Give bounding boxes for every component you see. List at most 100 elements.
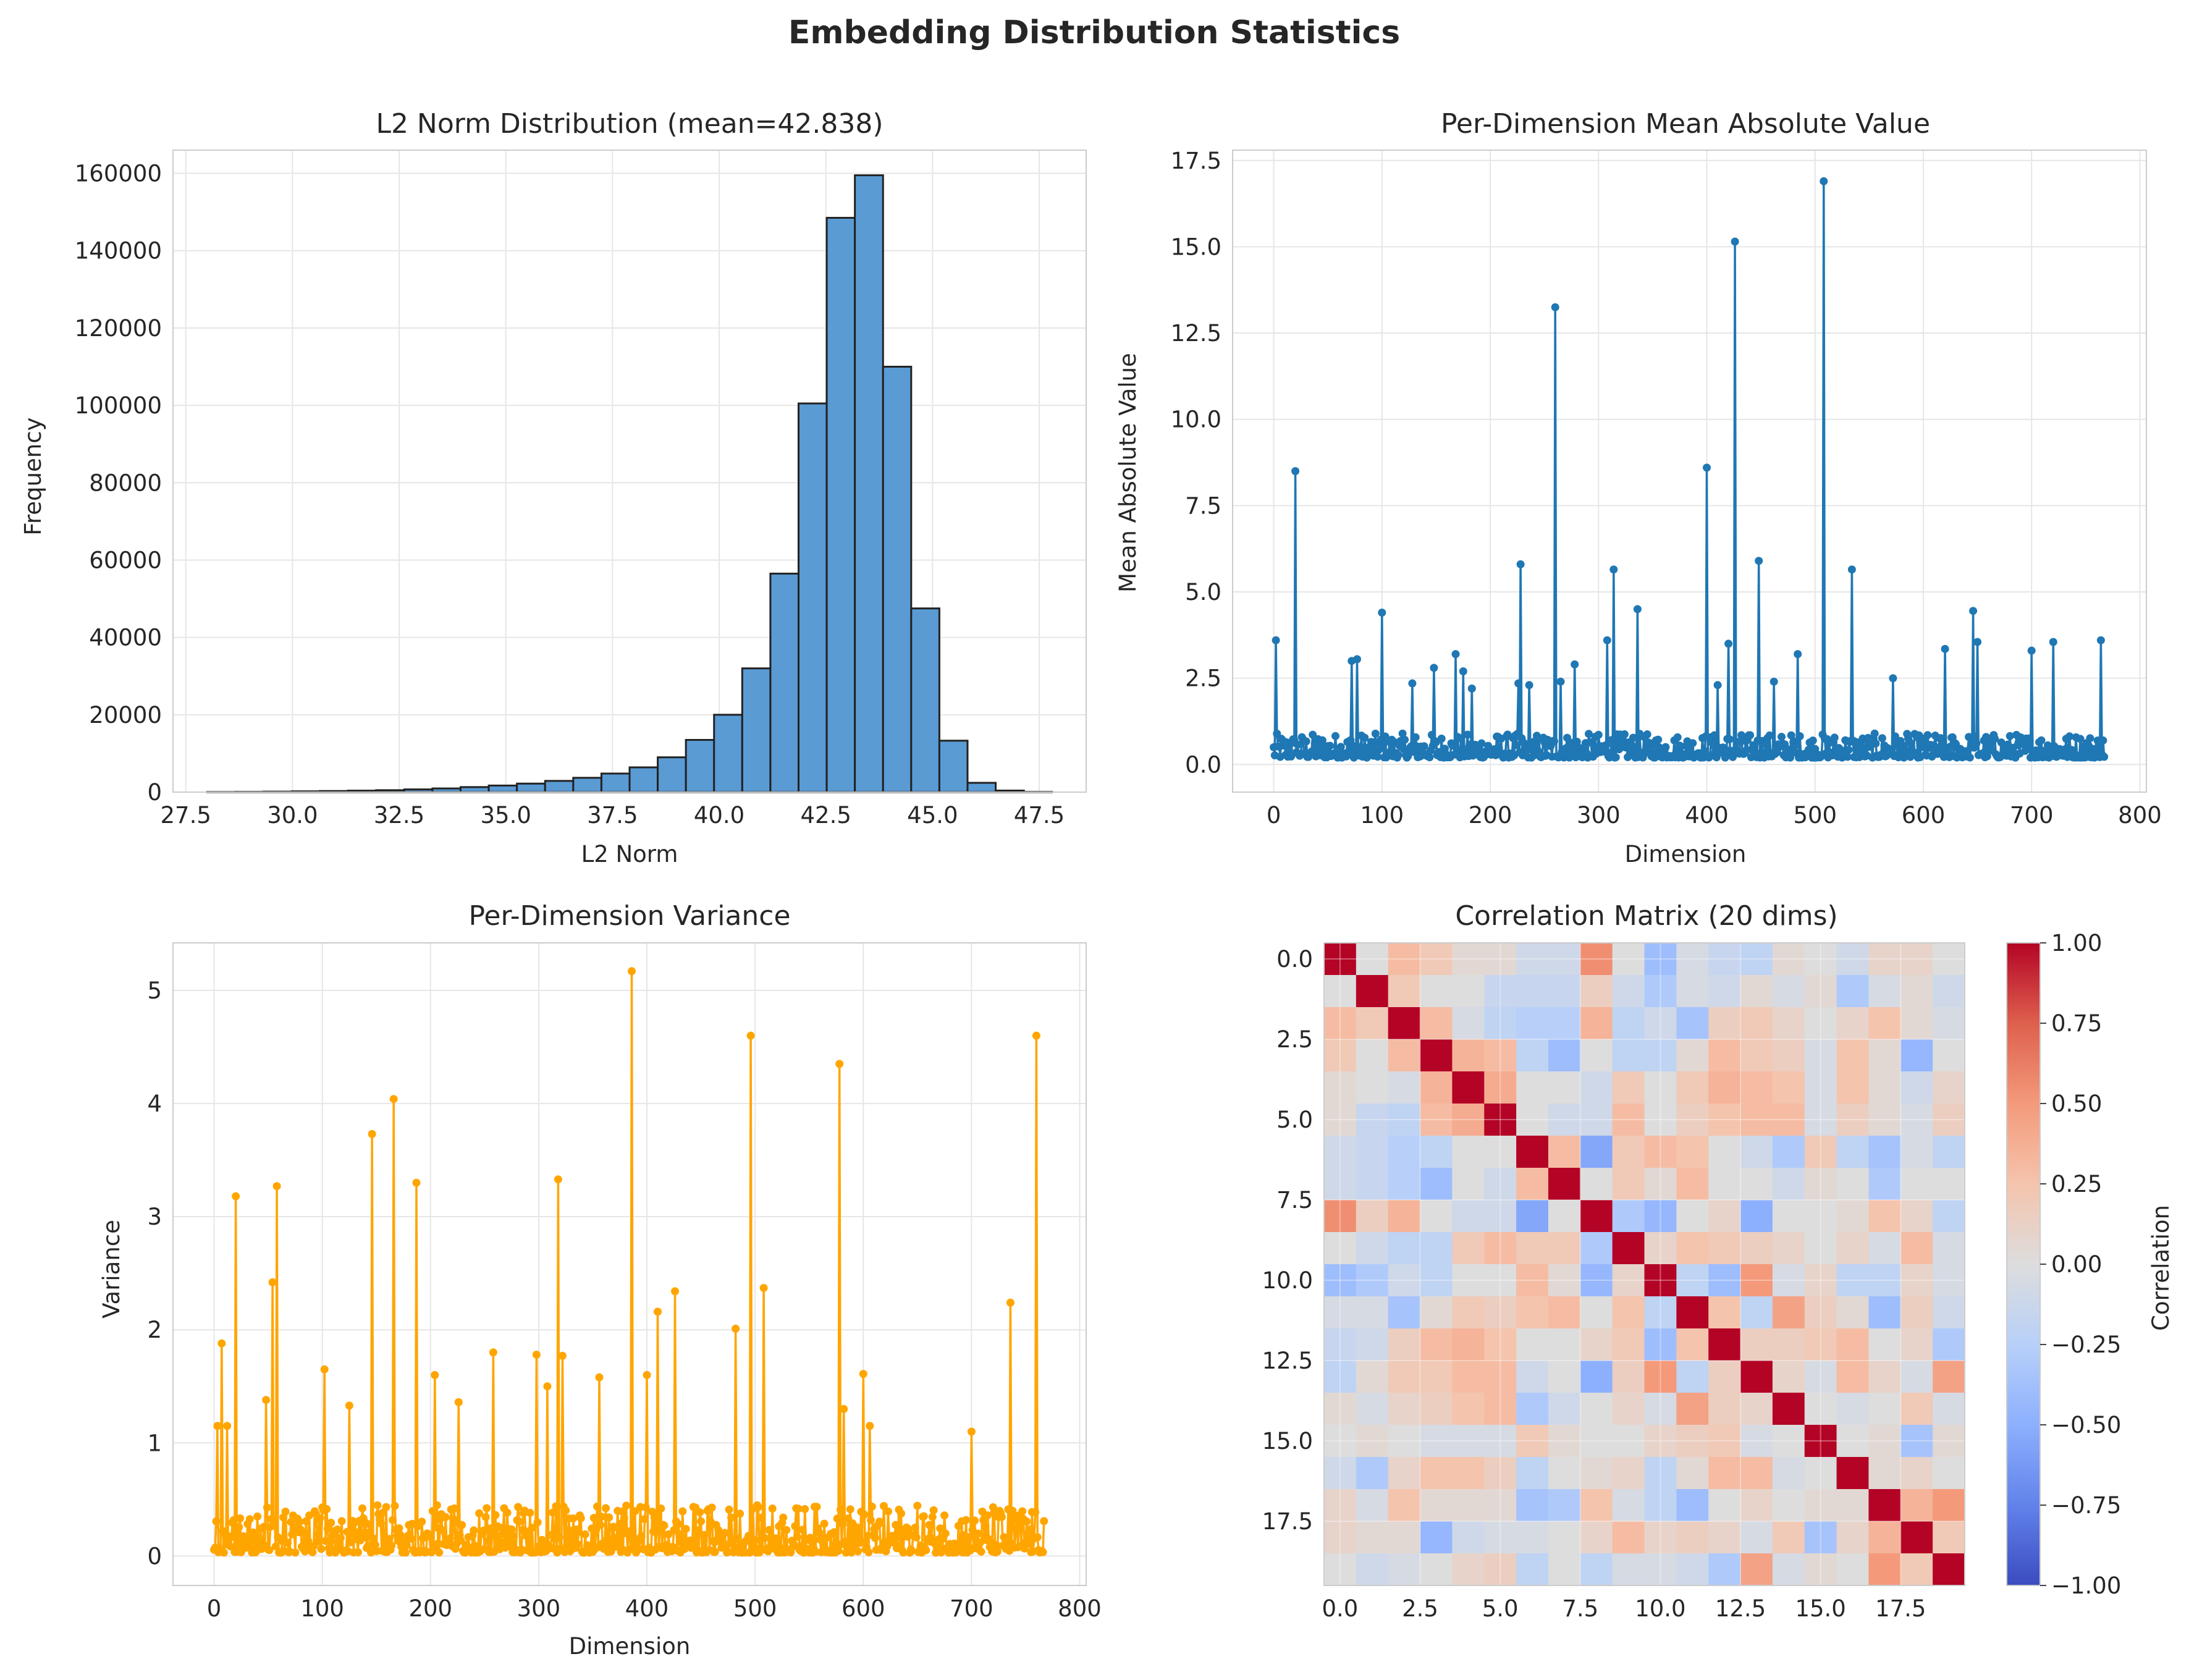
heatmap-cell	[1676, 1553, 1708, 1586]
heatmap-cell	[1356, 1553, 1388, 1586]
heatmap-cell	[1740, 1232, 1773, 1265]
data-point	[1012, 1526, 1020, 1534]
data-point	[316, 1514, 324, 1522]
heatmap-cell	[1740, 1393, 1773, 1425]
data-point	[982, 1522, 990, 1530]
data-point	[596, 1374, 604, 1382]
heatmap-cell	[1837, 1007, 1869, 1040]
heatmap-cell	[1356, 1328, 1388, 1361]
data-point	[1302, 737, 1310, 745]
heatmap-cell	[1388, 1232, 1420, 1265]
heatmap-cell	[1452, 1393, 1484, 1425]
data-point	[2100, 753, 2108, 761]
heatmap-cell	[1452, 1521, 1484, 1554]
heatmap-cell	[1900, 1489, 1933, 1522]
heatmap-cell	[1388, 1039, 1420, 1072]
data-point	[1746, 731, 1754, 739]
heatmap-cell	[1837, 975, 1869, 1008]
data-point	[1550, 737, 1558, 745]
data-point	[426, 1531, 434, 1539]
heatmap-cell	[1708, 1136, 1740, 1168]
data-point	[562, 1506, 570, 1514]
histogram-bar	[939, 741, 968, 792]
data-point	[1551, 303, 1559, 311]
data-point	[697, 1517, 705, 1526]
data-point	[510, 1532, 518, 1540]
data-point	[799, 1526, 807, 1534]
heatmap-cell	[1580, 1361, 1613, 1393]
data-point	[1794, 650, 1802, 658]
heatmap-cell	[1420, 1296, 1453, 1329]
data-point	[217, 1340, 226, 1348]
heatmap-cell	[1837, 1039, 1869, 1072]
heatmap-cell	[1868, 1232, 1900, 1265]
x-tick-label: 700	[2010, 802, 2054, 829]
y-tick-label: 0	[147, 1543, 162, 1569]
heatmap-cell	[1420, 1553, 1453, 1586]
heatmap-cell	[1516, 1361, 1548, 1393]
heatmap-cell	[1548, 1136, 1580, 1168]
data-point	[643, 1371, 651, 1379]
heatmap-cell	[1708, 1457, 1740, 1490]
heatmap-cell	[1837, 1136, 1869, 1168]
data-point	[651, 1514, 659, 1522]
heatmap-cell	[1740, 1361, 1773, 1393]
data-point	[236, 1514, 244, 1522]
data-point	[708, 1503, 716, 1511]
heatmap-cell	[1420, 1039, 1453, 1072]
y-axis-label: Mean Absolute Value	[1115, 353, 1141, 593]
data-point	[382, 1503, 390, 1511]
histogram-bar	[630, 767, 658, 792]
data-point	[1755, 557, 1763, 565]
data-point	[1394, 751, 1402, 759]
heatmap-cell	[1452, 1361, 1484, 1393]
data-point	[678, 1508, 686, 1516]
data-point	[875, 1517, 884, 1526]
data-point	[835, 1060, 843, 1068]
x-tick-label: 12.5	[1715, 1595, 1766, 1622]
data-point	[300, 1529, 308, 1537]
heatmap-cell	[1868, 1200, 1900, 1233]
heatmap-cell	[1420, 1361, 1453, 1393]
data-point	[779, 1514, 787, 1522]
data-point	[1689, 739, 1697, 747]
data-point	[1941, 645, 1949, 653]
data-point	[227, 1533, 235, 1541]
data-point	[2097, 636, 2105, 644]
y-tick-label: 0	[147, 779, 162, 806]
data-point	[1972, 740, 1980, 748]
data-point	[1272, 636, 1280, 644]
data-point	[559, 1352, 567, 1360]
data-point	[1848, 565, 1856, 573]
heatmap-cell	[1613, 1071, 1645, 1104]
data-point	[628, 967, 636, 975]
data-point	[1525, 681, 1533, 689]
data-point	[1285, 746, 1293, 754]
data-point	[772, 1534, 780, 1542]
data-point	[1512, 741, 1520, 749]
y-tick-label: 80000	[89, 470, 162, 496]
heatmap-cell	[1613, 1168, 1645, 1201]
heatmap-cell	[1933, 1039, 1965, 1072]
colorbar-tick-label: 0.75	[2051, 1010, 2102, 1037]
data-point	[450, 1505, 458, 1513]
heatmap-cell	[1420, 1136, 1453, 1168]
heatmap-cell	[1356, 1521, 1388, 1554]
data-point	[861, 1511, 869, 1519]
data-point	[1766, 732, 1774, 740]
y-tick-label: 60000	[89, 547, 162, 573]
heatmap-cell	[1452, 1071, 1484, 1104]
data-point	[2028, 647, 2036, 655]
data-point	[1464, 731, 1472, 739]
data-point	[765, 1526, 773, 1534]
data-point	[291, 1548, 299, 1556]
colorbar	[2007, 943, 2040, 1585]
y-tick-label: 15.0	[1262, 1428, 1313, 1454]
data-point	[235, 1523, 243, 1531]
y-tick-label: 10.0	[1171, 407, 1221, 433]
data-point	[1026, 1526, 1034, 1534]
heatmap-cell	[1516, 1489, 1548, 1522]
heatmap-cell	[1516, 1168, 1548, 1201]
data-point	[751, 1536, 759, 1544]
data-point	[654, 1307, 662, 1315]
